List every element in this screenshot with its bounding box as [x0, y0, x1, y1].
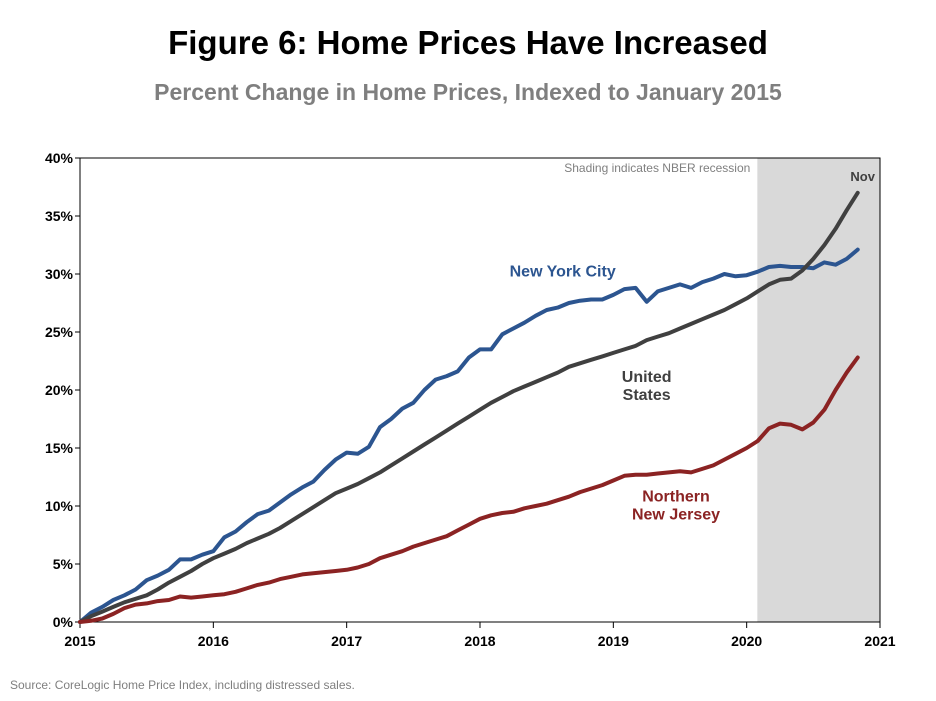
series-line-united-states [78, 190, 860, 624]
x-tick-label: 2020 [731, 633, 762, 649]
line-chart: Shading indicates NBER recession 0% 5% 10% 1… [45, 150, 896, 649]
y-tick-label: 10% [45, 498, 74, 514]
y-tick-label: 20% [45, 382, 74, 398]
series-label-northern-new-jersey: Northern New Jersey [632, 488, 720, 523]
series-label-new-york-city: New York City [510, 263, 616, 280]
x-tick-label: 2021 [864, 633, 895, 649]
end-label: Nov [850, 169, 875, 184]
y-tick-label: 25% [45, 324, 74, 340]
chart-subtitle: Percent Change in Home Prices, Indexed t… [154, 79, 782, 105]
recession-note: Shading indicates NBER recession [564, 161, 750, 175]
series-line-northern-new-jersey [78, 355, 860, 624]
series-line-new-york-city [78, 247, 860, 624]
y-tick-label: 30% [45, 266, 74, 282]
x-tick-label: 2017 [331, 633, 362, 649]
chart-title: Figure 6: Home Prices Have Increased [168, 24, 768, 61]
x-tick-label: 2018 [464, 633, 495, 649]
series-label-united-states: United States [622, 369, 672, 404]
y-tick-label: 0% [53, 614, 74, 630]
y-tick-label: 40% [45, 150, 74, 166]
recession-shading [757, 158, 880, 622]
source-note: Source: CoreLogic Home Price Index, incl… [10, 678, 355, 692]
x-tick-label: 2016 [198, 633, 229, 649]
y-tick-label: 5% [53, 556, 74, 572]
y-tick-label: 15% [45, 440, 74, 456]
x-tick-label: 2019 [598, 633, 629, 649]
y-tick-label: 35% [45, 208, 74, 224]
x-tick-label: 2015 [64, 633, 95, 649]
